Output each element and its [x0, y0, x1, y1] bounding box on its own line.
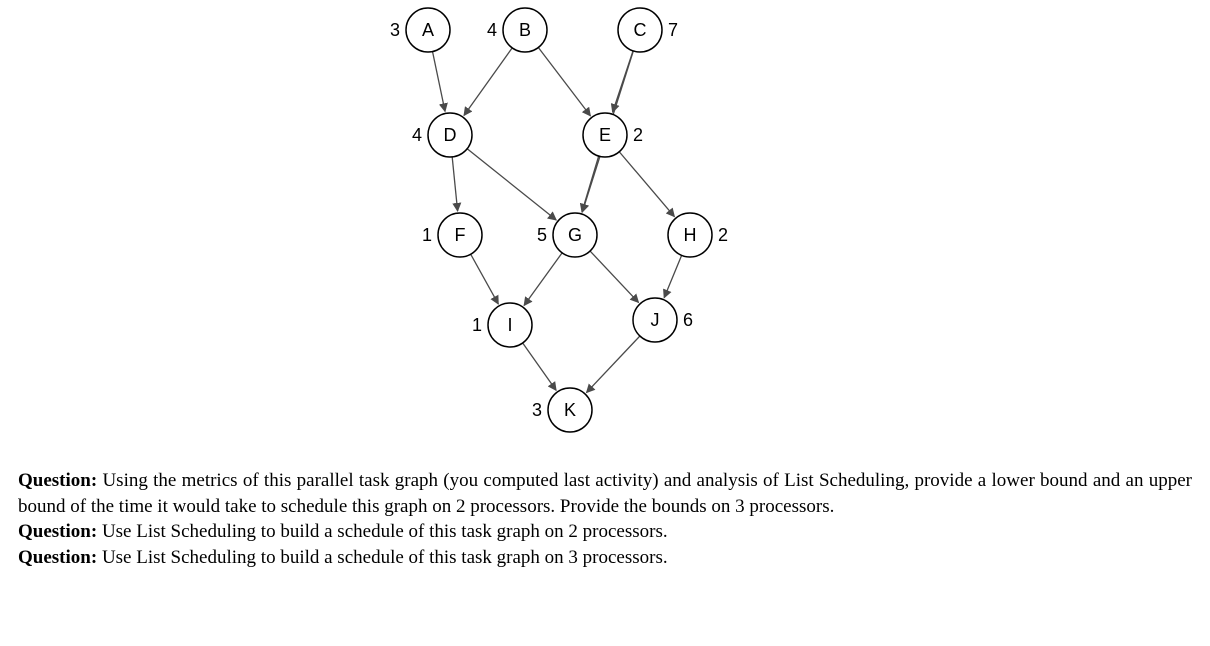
- node-label: B: [519, 20, 531, 40]
- node-label: A: [422, 20, 434, 40]
- node-weight: 2: [718, 225, 728, 245]
- edge-G-I: [524, 253, 562, 306]
- edge-E-H: [619, 152, 674, 217]
- node-weight: 4: [412, 125, 422, 145]
- question-2: Question: Use List Scheduling to build a…: [18, 519, 1192, 545]
- node-label: H: [684, 225, 697, 245]
- edge-H-J: [664, 255, 681, 297]
- edge-D-G: [467, 149, 556, 220]
- edge-I-K: [523, 343, 556, 390]
- question-label: Question:: [18, 547, 97, 568]
- node-label: E: [599, 125, 611, 145]
- question-1-text: Using the metrics of this parallel task …: [18, 470, 1192, 517]
- node-weight: 1: [422, 225, 432, 245]
- node-label: J: [651, 310, 660, 330]
- node-label: I: [507, 315, 512, 335]
- node-H: H2: [668, 213, 728, 257]
- edge-J-K: [586, 336, 639, 393]
- task-graph-svg: A3B4C7D4E2F1G5H2I1J6K3: [0, 0, 1210, 450]
- node-A: A3: [390, 8, 450, 52]
- edge-B-D: [464, 48, 512, 116]
- node-D: D4: [412, 113, 472, 157]
- questions-block: Question: Using the metrics of this para…: [18, 468, 1192, 571]
- node-weight: 5: [537, 225, 547, 245]
- node-label: C: [634, 20, 647, 40]
- node-G: G5: [537, 213, 597, 257]
- edge-F-I: [471, 254, 499, 304]
- node-label: F: [455, 225, 466, 245]
- question-label: Question:: [18, 521, 97, 542]
- node-F: F1: [422, 213, 482, 257]
- edge-G-J: [590, 251, 638, 303]
- task-graph: A3B4C7D4E2F1G5H2I1J6K3: [0, 0, 1210, 450]
- node-weight: 2: [633, 125, 643, 145]
- node-I: I1: [472, 303, 532, 347]
- page: A3B4C7D4E2F1G5H2I1J6K3 Question: Using t…: [0, 0, 1210, 646]
- node-label: K: [564, 400, 576, 420]
- node-weight: 4: [487, 20, 497, 40]
- node-weight: 1: [472, 315, 482, 335]
- node-weight: 3: [390, 20, 400, 40]
- node-label: G: [568, 225, 582, 245]
- question-2-text: Use List Scheduling to build a schedule …: [97, 521, 667, 542]
- node-weight: 6: [683, 310, 693, 330]
- question-3: Question: Use List Scheduling to build a…: [18, 545, 1192, 571]
- edge-D-F: [452, 157, 457, 211]
- question-1: Question: Using the metrics of this para…: [18, 468, 1192, 519]
- node-label: D: [444, 125, 457, 145]
- question-label: Question:: [18, 470, 97, 491]
- node-weight: 7: [668, 20, 678, 40]
- node-K: K3: [532, 388, 592, 432]
- node-E: E2: [583, 113, 643, 157]
- node-weight: 3: [532, 400, 542, 420]
- node-B: B4: [487, 8, 547, 52]
- node-C: C7: [618, 8, 678, 52]
- edge-E-G: [582, 156, 599, 212]
- node-J: J6: [633, 298, 693, 342]
- edge-B-E: [538, 47, 590, 115]
- question-3-text: Use List Scheduling to build a schedule …: [97, 547, 667, 568]
- edge-A-D: [433, 52, 446, 112]
